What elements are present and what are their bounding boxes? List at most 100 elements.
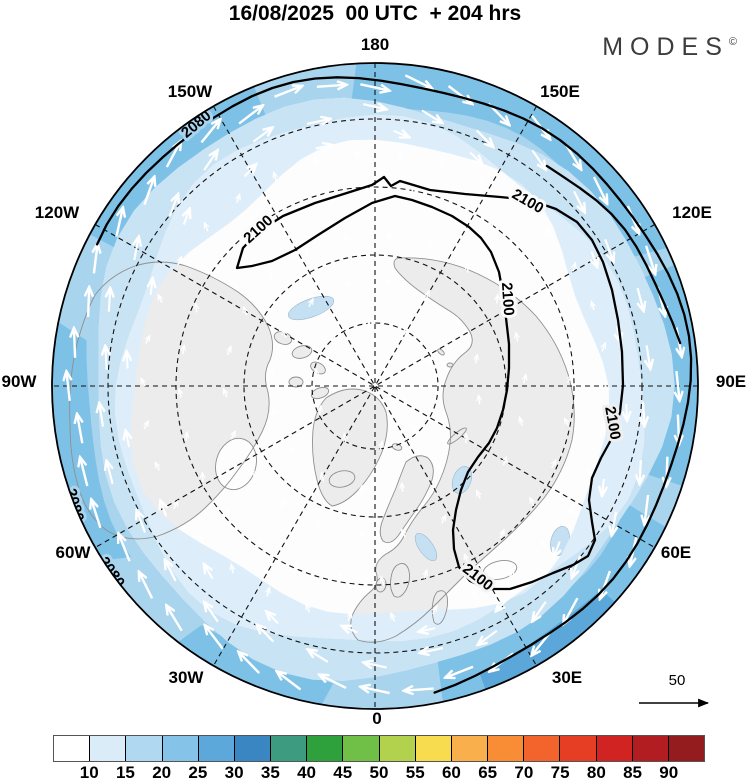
wind-arrow <box>638 287 644 311</box>
wind-arrow <box>319 675 347 689</box>
wind-arrow <box>564 143 582 170</box>
wind-arrow <box>510 569 514 578</box>
shading-deep-patches <box>52 63 698 709</box>
wind-arrow <box>252 127 272 143</box>
wind-arrow <box>179 389 181 398</box>
wind-arrow <box>626 403 627 421</box>
wind-arrow <box>272 409 275 418</box>
longitude-label-60E: 60E <box>660 543 692 562</box>
wind-arrow <box>250 469 255 478</box>
colorbar-cell <box>668 736 705 761</box>
colorbar-cell <box>560 736 597 761</box>
wind-arrow <box>451 203 454 212</box>
wind-arrow <box>602 478 604 496</box>
longitude-label-150E: 150E <box>540 82 580 101</box>
wind-arrow <box>205 223 208 232</box>
colorbar-tick-30: 30 <box>224 763 244 782</box>
wind-arrow <box>563 418 569 427</box>
wind-arrow <box>296 560 298 570</box>
wind-arrow <box>118 533 131 562</box>
wind-arrow <box>134 237 139 261</box>
colorbar-tick-45: 45 <box>333 763 353 782</box>
wind-arrow <box>445 665 474 678</box>
wind-arrow <box>568 375 573 384</box>
wind-arrow <box>317 521 321 530</box>
wind-arrow <box>315 145 333 149</box>
wind-arrow <box>520 255 525 264</box>
wind-arrow <box>600 570 612 599</box>
wind-arrow <box>426 291 429 300</box>
wind-arrow <box>573 190 585 212</box>
wind-arrow <box>360 83 389 90</box>
wind-arrow <box>524 375 526 384</box>
wind-arrow <box>643 402 644 426</box>
wind-arrow <box>259 538 260 548</box>
colorbar-cell <box>271 736 308 761</box>
wind-arrow <box>640 460 641 484</box>
colorbar-cell <box>307 736 344 761</box>
wind-arrow <box>554 541 560 558</box>
wind-arrow <box>548 228 550 238</box>
wind-arrow <box>203 150 218 171</box>
wind-arrow <box>433 606 438 615</box>
colorbar-tick-20: 20 <box>152 763 172 782</box>
wind-arrow <box>166 605 183 632</box>
copyright-icon: © <box>728 36 737 48</box>
wind-arrow <box>676 370 679 401</box>
longitude-label-120W: 120W <box>34 203 80 222</box>
wind-arrow <box>457 318 459 327</box>
wind-arrow <box>644 494 648 525</box>
wind-arrow <box>419 628 436 632</box>
wind-arrow <box>476 354 478 364</box>
wind-arrow <box>363 662 387 667</box>
wind-arrow <box>447 85 473 104</box>
wind-arrow <box>274 86 303 98</box>
wind-arrow <box>497 295 498 304</box>
wind-arrow <box>314 157 316 167</box>
wind-arrow <box>66 371 69 402</box>
colorbar-tick-15: 15 <box>115 763 135 782</box>
wind-arrow <box>475 129 494 147</box>
colorbar-cell <box>596 736 633 761</box>
wind-arrow <box>238 652 261 674</box>
modes-logo: MODES© <box>602 33 737 62</box>
wind-arrow <box>482 176 483 185</box>
longitude-label-60W: 60W <box>55 543 91 562</box>
wind-arrow <box>387 278 390 287</box>
wind-arrow <box>400 529 405 538</box>
wind-arrow <box>222 389 227 398</box>
shading-deep-patch <box>81 78 270 252</box>
wind-arrow <box>424 570 427 579</box>
wind-arrow <box>602 343 605 352</box>
shading-deepest-patch <box>480 589 622 698</box>
wind-arrow <box>381 577 384 586</box>
wind-arrow <box>442 515 447 524</box>
colorbar-cell <box>90 736 127 761</box>
wind-arrow <box>196 304 197 313</box>
graticule-grid <box>52 63 698 709</box>
longitude-label-30W: 30W <box>168 668 204 687</box>
wind-arrow <box>77 414 82 444</box>
contour-2080-secondary <box>545 164 682 345</box>
wind-arrow <box>228 347 232 356</box>
longitude-label-120E: 120E <box>672 203 712 222</box>
latitude-circle <box>311 322 439 450</box>
colorbar <box>53 735 705 762</box>
wind-arrow <box>200 119 221 144</box>
wind-arrow <box>151 278 153 296</box>
wind-arrow <box>139 572 154 599</box>
wind-arrow <box>604 386 609 395</box>
wind-arrow <box>404 330 405 339</box>
wind-arrow <box>174 501 179 510</box>
wind-arrow <box>204 564 214 580</box>
contour-label-2100-c: 2100 <box>498 282 517 316</box>
wind-arrow <box>107 461 113 485</box>
wind-arrow <box>402 483 403 492</box>
wind-arrow <box>140 378 145 387</box>
wind-arrow <box>205 625 224 650</box>
wind-arrow <box>74 328 75 358</box>
wind-arrow <box>520 417 523 426</box>
wind-arrow <box>421 109 442 124</box>
contour-2100-loop <box>235 175 625 591</box>
wind-arrow <box>568 507 573 516</box>
